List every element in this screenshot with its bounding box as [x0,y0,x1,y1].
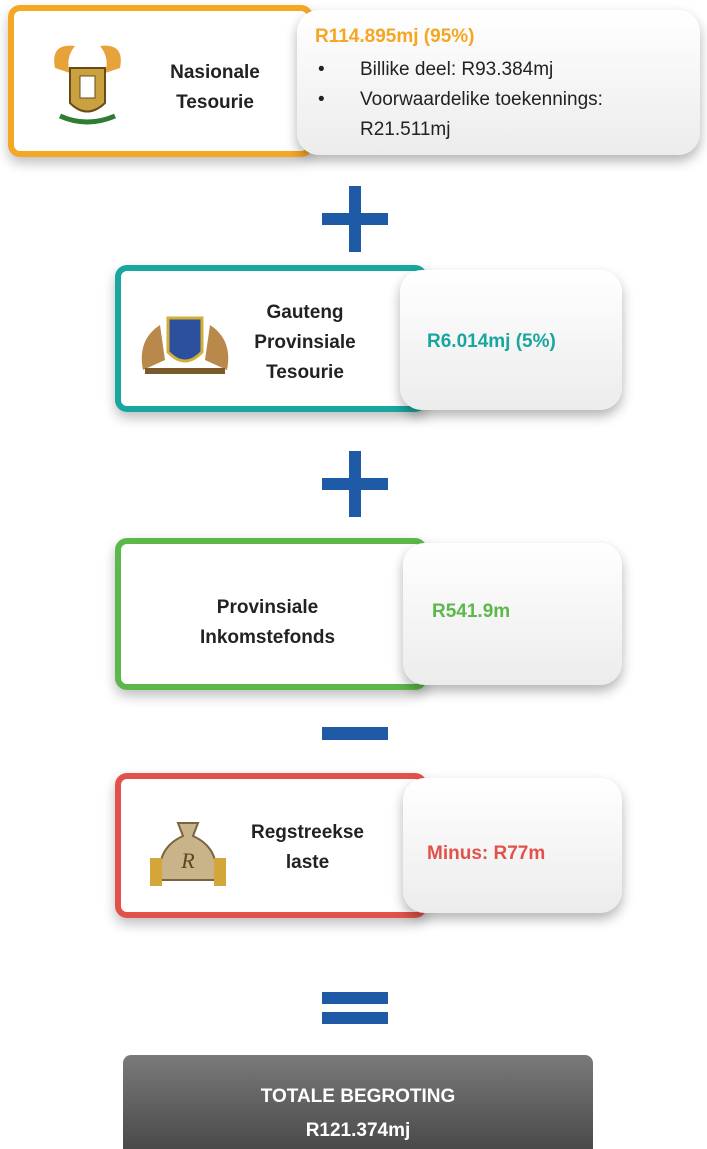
total-title: TOTALE BEGROTING [260,1086,456,1107]
total-box [123,1055,593,1149]
block-label: Provinsiale Inkomstefonds [180,593,355,653]
label-line: laste [285,852,330,873]
equals-sign [322,992,388,1004]
value-card [403,778,622,913]
value-card [297,10,700,155]
label-line: Provinsiale [254,332,356,353]
bullet-text: Voorwaardelike toekennings: R21.511mj [360,89,603,140]
bullet-item: • Voorwaardelike toekennings: R21.511mj [318,89,603,140]
coat-of-arms-icon [54,45,121,125]
block-frame [8,5,313,157]
block-value: R541.9m [432,601,511,622]
minus-sign [322,727,388,740]
label-line: Nasionale [170,62,260,83]
coat-of-arms-icon [141,316,229,374]
label-line: Provinsiale [216,597,319,618]
plus-sign [349,451,361,517]
bullet-text: Billike deel: R93.384mj [360,59,554,80]
block-label: Nasionale Tesourie [140,58,290,118]
block-value: R114.895mj (95%) [315,26,475,47]
block-label: Regstreekse laste [230,818,385,878]
bullet-list: • Billike deel: R93.384mj • Voorwaardelike… [318,55,660,145]
plus-sign [349,186,361,252]
label-line: Tesourie [176,92,254,113]
equals-sign [322,1012,388,1024]
block-value: R6.014mj (5%) [427,331,556,352]
money-bag-icon: R [150,822,226,886]
block-label: Gauteng Provinsiale Tesourie [235,298,375,388]
label-line: Tesourie [266,362,344,383]
label-line: Gauteng [266,302,344,323]
total-value: R121.374mj [305,1120,411,1141]
label-line: Regstreekse [250,822,365,843]
label-line: Inkomstefonds [199,627,336,648]
block-value: Minus: R77m [427,843,546,864]
value-card [403,543,622,685]
bullet-item: • Billike deel: R93.384mj [318,59,554,80]
svg-text:R: R [180,848,195,873]
value-card [400,270,622,410]
total-text: TOTALE BEGROTING R121.374mj [123,1080,593,1148]
